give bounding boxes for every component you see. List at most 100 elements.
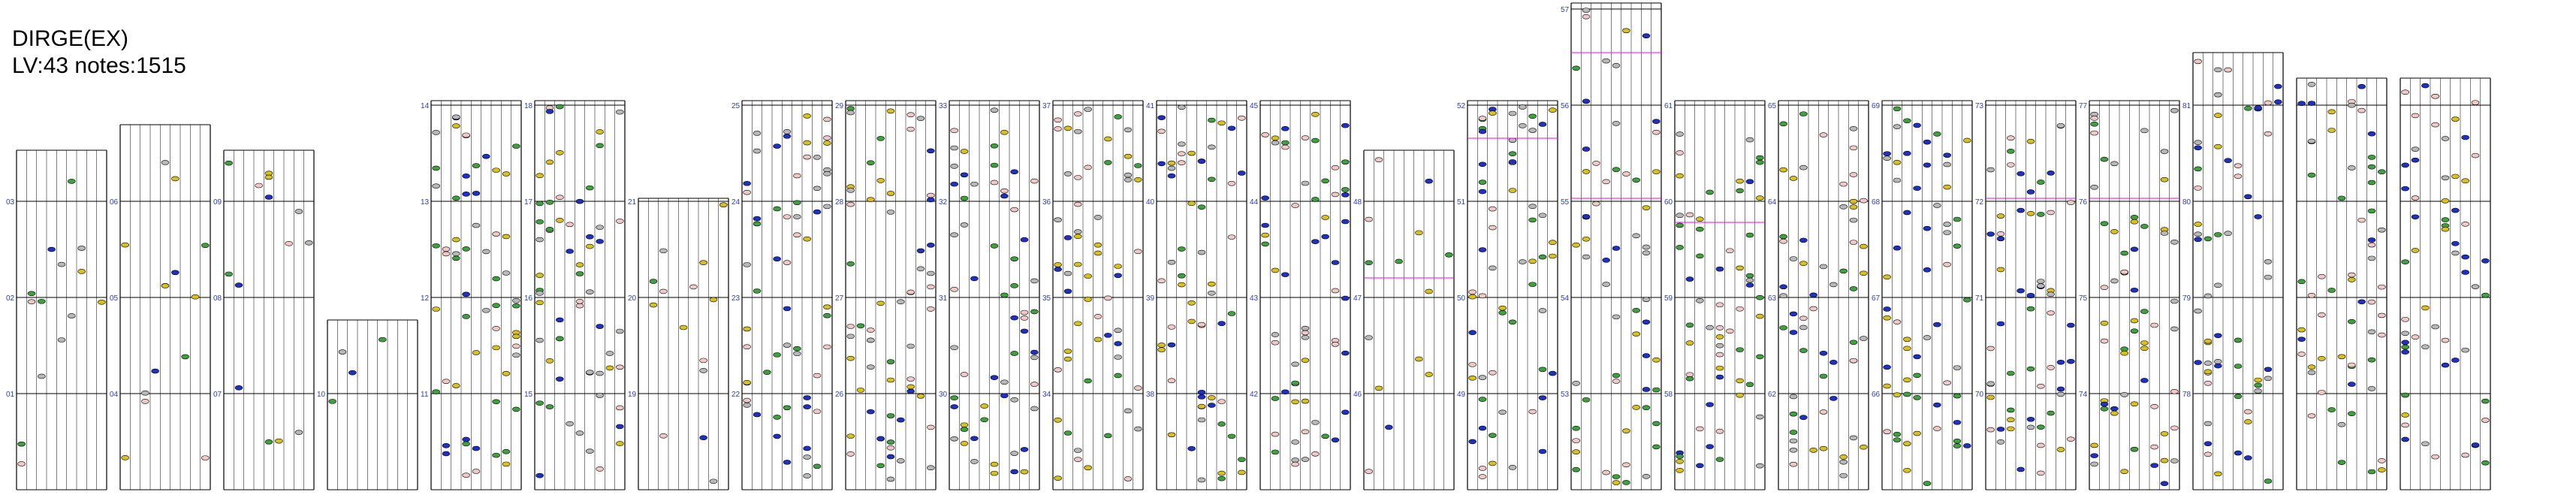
note: [586, 448, 594, 454]
note: [1489, 370, 1497, 376]
note: [2471, 100, 2480, 105]
note: [442, 251, 451, 257]
note: [1572, 438, 1580, 443]
note: [482, 307, 490, 313]
note: [1187, 300, 1196, 306]
note: [950, 232, 958, 237]
note: [867, 409, 875, 415]
note: [1779, 234, 1787, 240]
note: [27, 299, 36, 304]
note: [1261, 195, 1269, 201]
note: [1217, 321, 1226, 327]
note: [886, 476, 895, 482]
note: [2378, 227, 2386, 233]
note: [1756, 155, 1764, 161]
note: [1227, 180, 1236, 186]
note: [596, 129, 604, 134]
note: [1953, 443, 1962, 448]
note: [502, 461, 511, 467]
note: [846, 261, 855, 267]
note: [1291, 439, 1299, 445]
note: [596, 225, 604, 230]
note: [502, 448, 511, 454]
note: [2100, 338, 2109, 344]
note: [1124, 177, 1133, 183]
note: [1953, 420, 1962, 425]
measure-number: 01: [6, 391, 15, 399]
note: [2214, 113, 2222, 118]
note: [1385, 424, 1393, 430]
note: [1789, 394, 1798, 400]
note: [1167, 165, 1176, 171]
note: [689, 284, 698, 290]
note: [2130, 287, 2139, 293]
note: [1903, 391, 1911, 397]
note: [743, 262, 751, 267]
note: [225, 271, 233, 277]
note: [1528, 282, 1537, 287]
note: [2348, 318, 2356, 324]
note: [876, 436, 885, 442]
note: [2297, 101, 2306, 107]
measure-number: 12: [421, 294, 430, 303]
note: [1903, 337, 1911, 343]
note: [1468, 289, 1477, 295]
note: [1849, 172, 1858, 177]
note: [432, 306, 440, 312]
note: [1572, 65, 1580, 71]
note: [1074, 128, 1082, 134]
note: [596, 370, 604, 376]
note: [1652, 444, 1661, 450]
note: [1789, 461, 1798, 467]
measure-number: 26: [835, 391, 844, 399]
note: [2254, 382, 2262, 388]
measure-number: 81: [2182, 102, 2191, 110]
note: [2047, 310, 2055, 315]
note: [1829, 360, 1838, 365]
note: [823, 312, 831, 318]
note: [1093, 337, 1102, 343]
note: [1642, 250, 1651, 256]
note: [1178, 282, 1186, 288]
note: [1528, 217, 1537, 223]
note: [1809, 306, 1817, 312]
note: [1197, 204, 1206, 210]
measure-number: 16: [524, 294, 533, 303]
note: [1238, 457, 1246, 463]
note: [1612, 121, 1621, 126]
note: [1208, 290, 1216, 296]
note: [719, 202, 728, 207]
note: [545, 159, 554, 165]
note: [2100, 320, 2109, 326]
note: [960, 172, 969, 178]
note: [1528, 128, 1537, 133]
note: [856, 323, 865, 329]
measure-number: 69: [1872, 102, 1881, 110]
note: [793, 351, 801, 357]
note: [2194, 308, 2202, 314]
note: [161, 283, 170, 288]
note: [1602, 58, 1610, 64]
note: [1923, 481, 1932, 486]
note: [1301, 180, 1310, 186]
note: [2264, 376, 2273, 382]
note: [2401, 330, 2409, 337]
note: [2130, 328, 2139, 334]
note: [1489, 206, 1497, 212]
note: [1054, 417, 1062, 423]
note: [2130, 446, 2139, 452]
note: [2110, 410, 2119, 416]
note: [1478, 474, 1487, 479]
note: [2130, 246, 2139, 252]
note: [1063, 349, 1072, 354]
note: [1903, 441, 1911, 446]
note: [2007, 370, 2015, 376]
note: [1933, 426, 1941, 431]
note: [886, 377, 895, 383]
note: [1632, 307, 1640, 313]
note: [1745, 382, 1754, 388]
note: [1341, 350, 1350, 356]
note: [2214, 359, 2222, 364]
note: [1468, 330, 1477, 336]
